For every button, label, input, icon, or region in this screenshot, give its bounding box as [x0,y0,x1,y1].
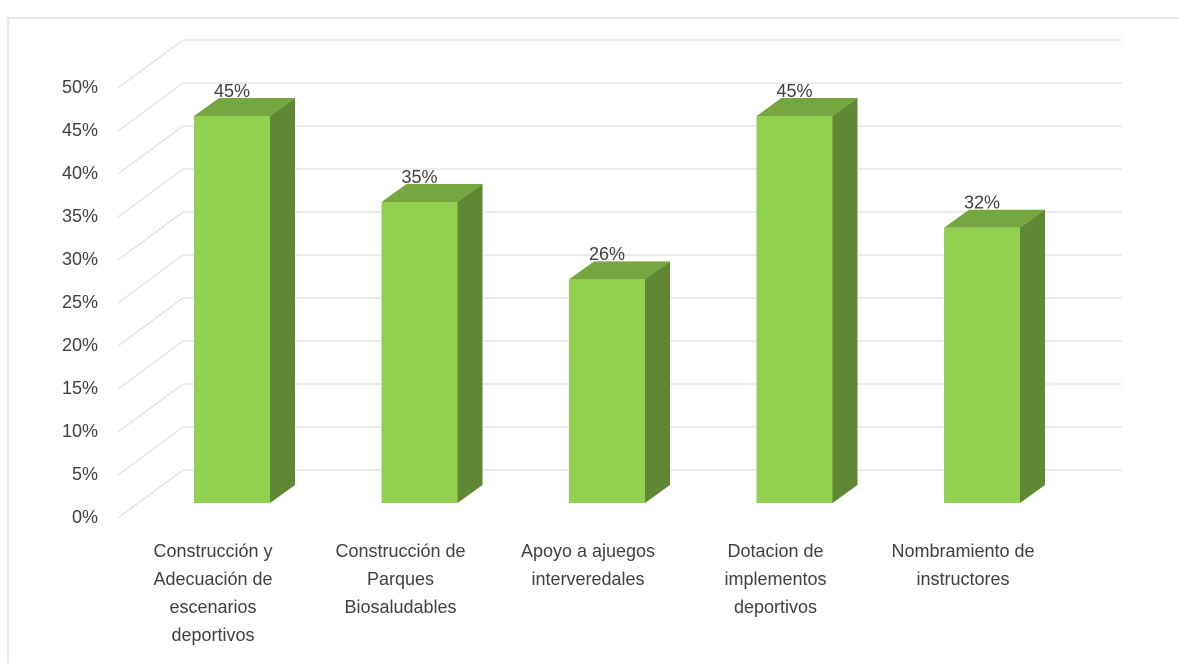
bar-top [944,209,1045,228]
bar [569,279,645,503]
data-label: 45% [214,81,250,101]
grid-line-side [117,39,184,89]
y-tick-label: 50% [62,77,98,97]
bar-side [645,261,670,503]
y-tick-label: 30% [62,249,98,269]
bar-side [457,184,483,503]
x-tick-label: Nombramiento de instructores [891,541,1035,589]
grid-line-side [117,211,184,261]
y-tick-label: 10% [62,421,98,441]
bar [756,116,833,503]
grid-line-side [117,383,184,433]
y-tick-label: 35% [62,206,98,226]
data-label: 35% [401,167,437,187]
bar [194,116,270,503]
y-tick-label: 25% [62,292,98,312]
bar-side [270,98,295,503]
bar-top [194,98,295,116]
data-label: 32% [964,193,1000,213]
bar-top [569,261,670,280]
bar-side [1020,209,1045,504]
grid-line-side [117,426,184,476]
grid-line-side [117,125,184,175]
bar-top [756,98,858,116]
y-tick-label: 40% [62,163,98,183]
data-label: 26% [589,244,625,264]
bar [944,227,1020,504]
x-tick-label: Construcción y Adecuación de escenarios … [153,541,273,645]
grid-line-side [117,254,184,304]
grid-line-side [117,340,184,390]
y-tick-label: 15% [62,378,98,398]
grid-line-side [117,82,184,132]
bar-top [381,184,483,202]
y-tick-label: 5% [72,464,98,484]
grid-line-side [117,297,184,347]
chart-frame [7,17,1179,663]
grid-line-side [117,469,184,519]
y-tick-label: 0% [72,507,98,527]
y-tick-label: 45% [62,120,98,140]
y-tick-label: 20% [62,335,98,355]
x-tick-label: Dotacion de implementos deportivos [724,541,827,617]
grid-line-side [117,168,184,218]
bar-side [832,98,858,503]
data-label: 45% [776,81,812,101]
x-tick-label: Construcción de Parques Biosaludables [335,541,466,617]
bar [381,202,458,503]
x-tick-label: Apoyo a ajuegos interveredales [520,541,656,589]
